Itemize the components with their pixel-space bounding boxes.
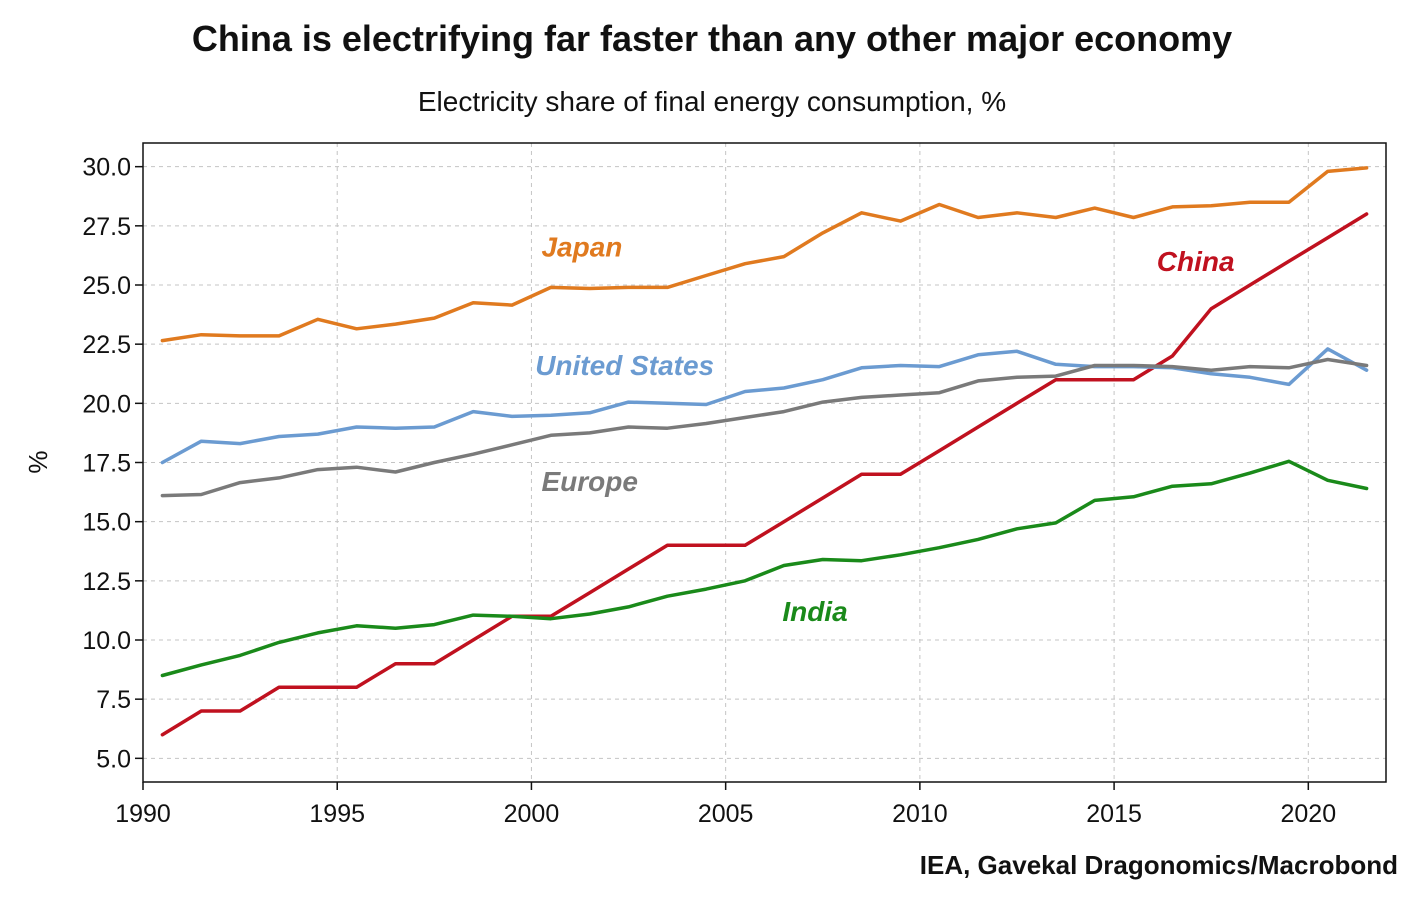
y-tick-label: 30.0 — [82, 154, 131, 182]
series-line-japan — [160, 166, 1369, 343]
x-tick-label: 2015 — [1086, 800, 1142, 828]
series-label-united-states: United States — [535, 350, 714, 381]
series-line-europe — [160, 357, 1369, 498]
series-lines — [160, 166, 1369, 737]
y-tick-label: 20.0 — [82, 390, 131, 418]
x-tick-label: 1990 — [115, 800, 171, 828]
chart-title: China is electrifying far faster than an… — [191, 18, 1233, 59]
series-label-europe: Europe — [541, 466, 637, 497]
x-tick-label: 2005 — [698, 800, 754, 828]
series-label-china: China — [1157, 246, 1235, 277]
y-tick-label: 5.0 — [96, 745, 131, 773]
x-tick-label: 2020 — [1281, 800, 1337, 828]
y-tick-label: 27.5 — [82, 213, 131, 241]
series-line-china — [160, 212, 1369, 737]
x-tick-label: 1995 — [309, 800, 365, 828]
source-note: IEA, Gavekal Dragonomics/Macrobond — [919, 850, 1398, 880]
x-axis: 1990 1995 2000 2005 2010 2015 2020 — [115, 782, 1336, 828]
y-axis: 5.0 7.5 10.0 12.5 15.0 17.5 20.0 22.5 25.0 27.5 30… — [82, 154, 143, 773]
y-tick-label: 25.0 — [82, 272, 131, 300]
y-tick-label: 22.5 — [82, 331, 131, 359]
x-tick-label: 2000 — [504, 800, 560, 828]
y-tick-label: 17.5 — [82, 450, 131, 478]
x-tick-label: 2010 — [892, 800, 948, 828]
y-tick-label: 7.5 — [96, 686, 131, 714]
chart-subtitle: Electricity share of final energy consum… — [417, 86, 1007, 117]
y-tick-label: 15.0 — [82, 509, 131, 537]
y-axis-label: % — [23, 450, 53, 473]
y-tick-label: 10.0 — [82, 627, 131, 655]
series-labels: Japan China United States Europe India — [535, 232, 1234, 627]
series-label-japan: Japan — [541, 232, 622, 263]
series-label-india: India — [782, 596, 847, 627]
y-tick-label: 12.5 — [82, 568, 131, 596]
series-line-united-states — [160, 347, 1369, 465]
series-line-india — [160, 459, 1369, 678]
